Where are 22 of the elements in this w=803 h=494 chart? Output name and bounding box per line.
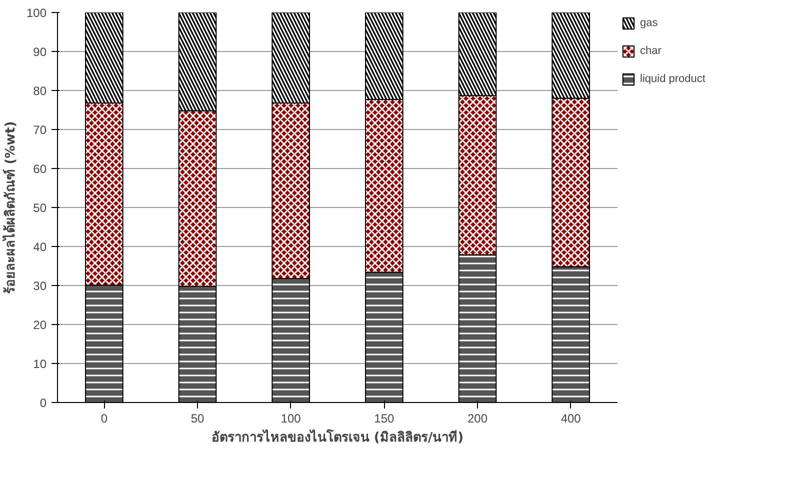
legend-label: liquid product [640,73,706,85]
y-tick-label: 0 [40,396,47,410]
y-tick-label: 100 [26,6,47,20]
y-tick-label: 20 [33,318,47,332]
x-axis-title: อัตราการไหลของไนโตรเจน (มิลลิลิตร/นาที) [211,428,464,446]
y-tick-label: 50 [33,201,47,215]
y-tick-label: 30 [33,279,47,293]
y-tick-label: 10 [33,357,47,371]
y-tick-label: 40 [33,240,47,254]
y-axis-title: ร้อยละผลได้ผลิตภัณฑ์ (%wt) [1,121,18,294]
y-tick-label: 80 [33,84,47,98]
y-tick-label: 60 [33,162,47,176]
x-tick-label: 150 [374,412,395,426]
legend-label: gas [640,17,659,29]
x-tick-label: 50 [190,412,204,426]
x-tick-label: 400 [560,412,582,426]
y-tick-label: 90 [33,45,47,59]
x-tick-label: 200 [467,412,488,426]
y-tick-label: 70 [33,123,47,137]
legend-label: char [640,45,662,57]
x-tick-label: 100 [280,412,302,426]
x-tick-label: 0 [100,412,108,426]
